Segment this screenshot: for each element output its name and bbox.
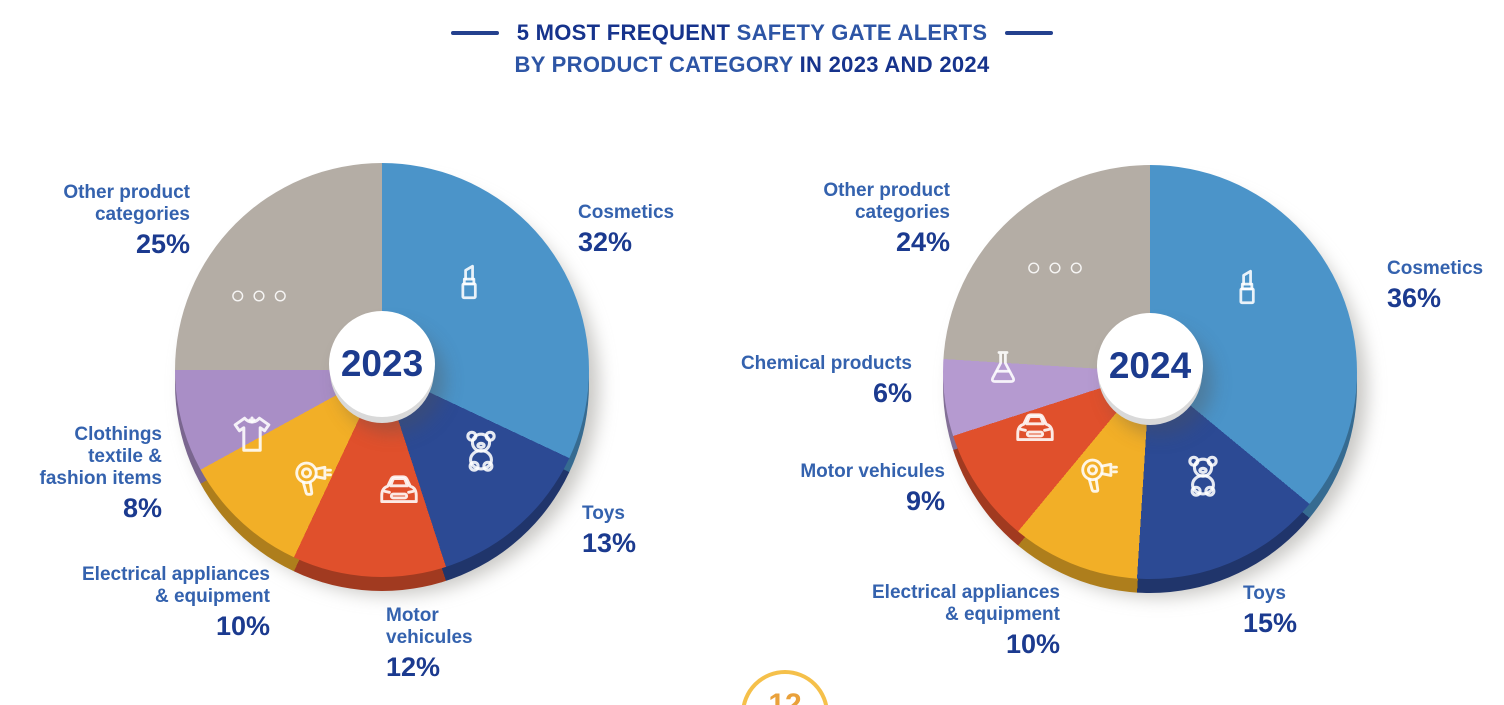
label-other-product-categories-2024: Other product categories 24%	[823, 180, 950, 258]
ellipsis-icon	[230, 288, 288, 304]
teddy-bear-icon	[456, 426, 506, 476]
label-cosmetics-2023: Cosmetics 32%	[578, 202, 675, 258]
label-cosmetics-2024: Cosmetics 36%	[1387, 258, 1484, 314]
title-line2-regular: BY PRODUCT CATEGORY	[514, 52, 794, 77]
tshirt-icon	[228, 411, 276, 459]
hair-dryer-icon	[1076, 453, 1122, 499]
hair-dryer-icon	[290, 456, 336, 502]
title-line1-bold: 5 MOST FREQUENT	[516, 20, 731, 45]
label-electrical-appliances-2024: Electrical appliances & equipment 10%	[872, 582, 1060, 660]
title-dash-right-icon	[1005, 31, 1054, 35]
label-motor-vehicules-2023: Motor vehicules 12%	[386, 605, 473, 683]
label-toys-2024: Toys 15%	[1243, 583, 1298, 639]
page-title: 5 MOST FREQUENT SAFETY GATE ALERTS BY PR…	[0, 20, 1504, 78]
page-number-badge: 12	[741, 670, 829, 705]
year-2024: 2024	[1108, 345, 1192, 386]
label-clothings-textile-2023: Clothings textile & fashion items 8%	[39, 424, 162, 524]
title-line1: 5 MOST FREQUENT SAFETY GATE ALERTS	[517, 20, 988, 46]
ellipsis-icon	[1026, 260, 1084, 276]
title-line1-regular: SAFETY GATE ALERTS	[736, 20, 988, 45]
label-other-product-categories-2023: Other product categories 25%	[63, 182, 190, 260]
label-toys-2023: Toys 13%	[582, 503, 637, 559]
page-number: 12	[768, 688, 802, 705]
year-2023: 2023	[340, 343, 424, 384]
label-motor-vehicules-2024: Motor vehicules 9%	[800, 461, 945, 517]
teddy-bear-icon	[1178, 451, 1228, 501]
pie-center-label-2024: 2024	[1097, 313, 1203, 419]
lipstick-icon	[448, 260, 492, 304]
title-line2: BY PRODUCT CATEGORY IN 2023 AND 2024	[0, 52, 1504, 78]
title-dash-left-icon	[450, 31, 499, 35]
lipstick-icon	[1226, 265, 1270, 309]
label-chemical-products-2024: Chemical products 6%	[740, 353, 912, 409]
car-icon	[374, 468, 424, 514]
label-electrical-appliances-2023: Electrical appliances & equipment 10%	[82, 564, 270, 642]
flask-icon	[981, 347, 1025, 391]
car-icon	[1010, 406, 1060, 452]
pie-2023-group: 2023	[175, 163, 599, 595]
pie-center-label-2023: 2023	[329, 311, 435, 417]
pie-2024-group: 2024	[943, 165, 1367, 597]
title-line2-bold: IN 2023 AND 2024	[799, 52, 990, 77]
